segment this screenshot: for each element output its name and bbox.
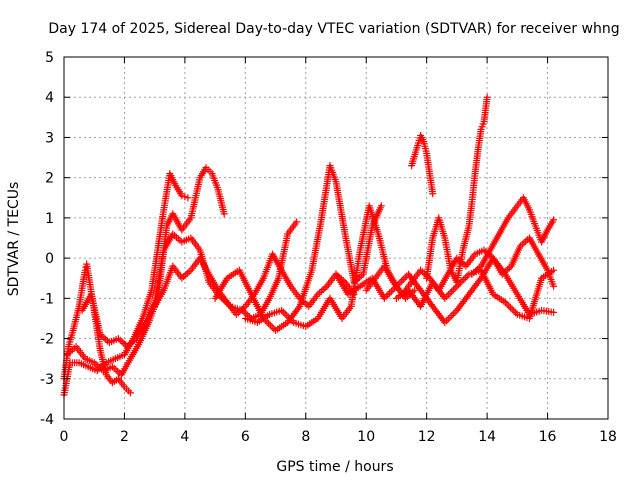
y-tick-label: -2 bbox=[40, 332, 54, 348]
data-point bbox=[451, 308, 459, 316]
x-axis-label: GPS time / hours bbox=[276, 459, 393, 475]
data-point bbox=[288, 317, 296, 325]
y-tick-label: 0 bbox=[45, 251, 54, 267]
data-point bbox=[126, 389, 134, 397]
data-point bbox=[451, 284, 459, 292]
y-tick-label: 2 bbox=[45, 171, 54, 187]
data-point bbox=[550, 266, 558, 274]
data-point bbox=[448, 312, 456, 320]
data-point bbox=[386, 289, 394, 297]
data-point bbox=[401, 274, 409, 282]
y-axis-label: SDTVAR / TECUs bbox=[6, 182, 22, 297]
y-tick-label: 4 bbox=[45, 90, 54, 106]
data-point bbox=[448, 287, 456, 295]
data-point bbox=[441, 318, 449, 326]
data-point bbox=[441, 294, 449, 302]
data-point bbox=[281, 310, 289, 318]
data-point bbox=[377, 202, 385, 210]
data-point bbox=[506, 304, 514, 312]
data-point bbox=[503, 300, 511, 308]
data-point bbox=[462, 274, 470, 282]
data-point bbox=[387, 287, 395, 295]
y-tick-label: -1 bbox=[40, 291, 54, 307]
data-point bbox=[265, 320, 273, 328]
x-tick-label: 12 bbox=[418, 429, 436, 445]
data-point bbox=[396, 279, 404, 287]
y-tick-label: 1 bbox=[45, 211, 54, 227]
data-point bbox=[279, 308, 287, 316]
data-point bbox=[460, 275, 468, 283]
chart-title: Day 174 of 2025, Sidereal Day-to-day VTE… bbox=[48, 21, 619, 37]
data-point bbox=[278, 306, 286, 314]
x-tick-label: 18 bbox=[599, 429, 617, 445]
data-point bbox=[384, 291, 392, 299]
y-tick-label: -4 bbox=[40, 412, 54, 428]
data-point bbox=[446, 313, 454, 321]
data-point bbox=[178, 192, 186, 200]
data-point bbox=[293, 218, 301, 226]
data-point bbox=[429, 190, 437, 198]
data-point bbox=[380, 294, 388, 302]
x-tick-label: 0 bbox=[60, 429, 69, 445]
data-point bbox=[449, 310, 457, 318]
data-point bbox=[285, 313, 293, 321]
data-point bbox=[263, 318, 271, 326]
data-point bbox=[382, 293, 390, 301]
data-point bbox=[411, 286, 419, 294]
data-point bbox=[453, 282, 461, 290]
x-tick-label: 2 bbox=[120, 429, 129, 445]
y-tick-label: -3 bbox=[40, 372, 54, 388]
data-point bbox=[550, 282, 558, 290]
data-point bbox=[458, 277, 466, 285]
data-point bbox=[268, 323, 276, 331]
data-point bbox=[399, 275, 407, 283]
data-point bbox=[398, 277, 406, 285]
data-point bbox=[550, 216, 558, 224]
data-point bbox=[286, 315, 294, 323]
x-tick-label: 8 bbox=[301, 429, 310, 445]
plot-frame bbox=[63, 56, 609, 420]
x-tick-label: 14 bbox=[478, 429, 496, 445]
data-point bbox=[181, 193, 189, 201]
data-point bbox=[508, 305, 516, 313]
data-point bbox=[184, 194, 192, 202]
data-point bbox=[505, 302, 513, 310]
x-tick-label: 6 bbox=[241, 429, 250, 445]
data-point bbox=[444, 315, 452, 323]
data-point bbox=[266, 321, 274, 329]
data-point bbox=[446, 289, 454, 297]
y-tick-label: 3 bbox=[45, 130, 54, 146]
x-tick-label: 10 bbox=[357, 429, 375, 445]
data-point bbox=[463, 272, 471, 280]
data-point bbox=[444, 291, 452, 299]
data-point bbox=[456, 279, 464, 287]
data-point bbox=[550, 308, 558, 316]
x-tick-label: 16 bbox=[539, 429, 557, 445]
data-point bbox=[82, 263, 90, 271]
data-point bbox=[283, 312, 291, 320]
data-point bbox=[443, 317, 451, 325]
data-point bbox=[220, 210, 228, 218]
data-point bbox=[512, 309, 520, 317]
data-point bbox=[449, 286, 457, 294]
y-tick-label: 5 bbox=[45, 50, 54, 66]
data-point bbox=[455, 281, 463, 289]
x-tick-label: 4 bbox=[180, 429, 189, 445]
data-point bbox=[483, 93, 491, 101]
data-point bbox=[443, 293, 451, 301]
data-point bbox=[501, 298, 509, 306]
data-point bbox=[510, 307, 518, 315]
data-points bbox=[60, 93, 558, 399]
data-point bbox=[389, 286, 397, 294]
